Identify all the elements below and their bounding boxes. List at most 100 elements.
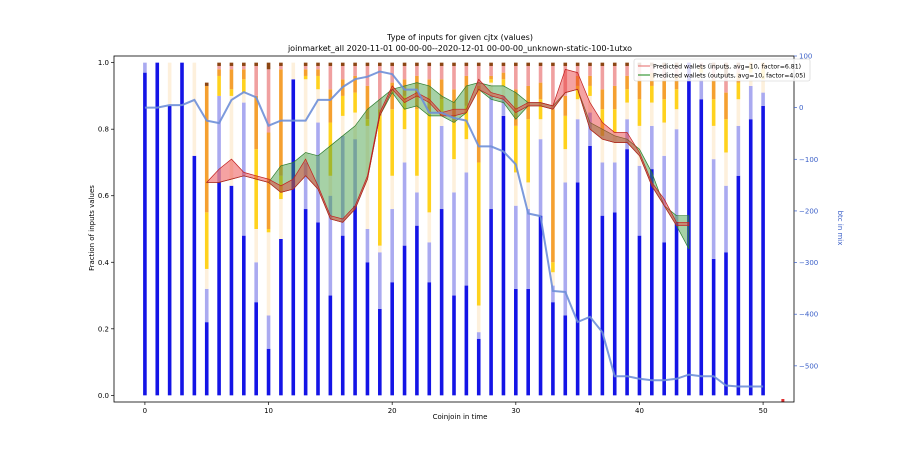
bar-segment <box>724 75 728 93</box>
bar-segment <box>204 288 209 323</box>
bar-segment <box>402 62 407 66</box>
bar-segment <box>464 65 469 76</box>
bar-segment <box>588 65 592 76</box>
chart-title: Type of inputs for given cjtx (values) <box>386 33 533 42</box>
bar-segment <box>563 149 568 183</box>
bar-segment <box>699 99 704 396</box>
bar-segment <box>279 199 283 239</box>
bar-segment <box>353 92 357 113</box>
plot-frame <box>113 55 795 403</box>
bar-segment <box>501 62 506 66</box>
legend: Predicted wallets (inputs, avg=10, facto… <box>633 58 811 82</box>
bar-segment <box>378 245 382 253</box>
bar-segment <box>637 125 642 166</box>
bar-segment <box>625 119 629 150</box>
bar-segment <box>588 85 592 96</box>
bar-segment <box>575 99 580 120</box>
bar-segment <box>514 89 518 126</box>
y-tick-label: 0.8 <box>98 126 109 134</box>
bar-segment <box>514 125 518 173</box>
bar-segment <box>340 135 345 236</box>
bar-segment <box>538 119 543 140</box>
bar-segment <box>662 99 666 123</box>
bar-segment <box>353 62 357 66</box>
bar-segment <box>538 139 543 216</box>
y2-tick-label: −400 <box>799 311 818 319</box>
bar-segment <box>217 69 221 76</box>
bar-segment <box>514 62 518 66</box>
bar-segment <box>254 229 258 263</box>
bar-segment <box>489 95 493 210</box>
bar-segment <box>526 209 530 289</box>
bar-segment <box>340 62 345 66</box>
plot-area <box>143 62 785 402</box>
bar-segment <box>501 85 506 96</box>
bar-segment <box>625 102 629 120</box>
bar-segment <box>711 258 716 396</box>
bar-segment <box>254 149 258 229</box>
marker-point <box>781 399 785 402</box>
bar-segment <box>711 159 716 259</box>
bar-segment <box>353 139 357 206</box>
legend-box <box>633 58 811 82</box>
bar-segment <box>402 95 407 130</box>
bar-segment <box>563 315 568 396</box>
bar-segment <box>563 115 568 150</box>
bar-segment <box>427 65 432 80</box>
bar-segment <box>217 65 221 70</box>
bar-segment <box>291 79 296 396</box>
bar-segment <box>625 62 629 66</box>
bar-segment <box>340 115 345 136</box>
chart-subtitle: joinmarket_all 2020-11-01 00-00-00--2020… <box>287 44 632 53</box>
bar-segment <box>242 92 246 103</box>
y-tick-label: 0.0 <box>98 392 109 400</box>
bar-segment <box>464 75 469 106</box>
bar-segment <box>563 182 568 316</box>
bar-segment <box>476 332 481 339</box>
bar-segment <box>427 62 432 66</box>
bar-segment <box>266 62 271 70</box>
bar-segment <box>204 82 209 86</box>
bar-segment <box>650 85 654 103</box>
bar-segment <box>229 185 234 396</box>
bar-segment <box>242 65 246 70</box>
bar-segment <box>452 62 456 66</box>
bar-segment <box>402 79 407 96</box>
bar-segment <box>365 85 370 120</box>
bar-segment <box>501 79 506 86</box>
bar-segment <box>167 62 172 106</box>
bar-segment <box>674 222 679 396</box>
bar-segment <box>514 65 518 90</box>
bar-segment <box>575 85 580 100</box>
bar-segment <box>316 75 320 90</box>
bar-segment <box>204 212 209 269</box>
bar-segment <box>538 99 543 120</box>
bar-segment <box>526 119 530 183</box>
bar-segment <box>365 119 370 126</box>
bar-segment <box>600 62 605 66</box>
bar-segment <box>229 89 234 96</box>
bar-segment <box>316 222 320 396</box>
bar-segment <box>415 192 419 226</box>
bar-segment <box>538 65 543 83</box>
bar-segment <box>316 122 320 223</box>
bar-segment <box>204 85 209 213</box>
bar-segment <box>674 109 679 130</box>
bar-segment <box>711 125 716 160</box>
btc-in-mix-line <box>144 70 764 388</box>
bar-segment <box>217 182 221 396</box>
bar-segment <box>711 79 716 100</box>
bar-segment <box>279 175 283 200</box>
y2-tick-label: −100 <box>799 156 818 164</box>
bar-segment <box>303 65 308 70</box>
bar-segment <box>328 65 333 90</box>
bar-segment <box>365 62 370 66</box>
bar-segment <box>365 229 370 263</box>
bar-segment <box>303 209 308 396</box>
bar-segment <box>415 175 419 193</box>
bar-segment <box>452 122 456 160</box>
bar-segment <box>229 62 234 66</box>
bar-segment <box>575 119 580 183</box>
bar-segment <box>625 65 629 76</box>
bar-segment <box>612 212 617 396</box>
